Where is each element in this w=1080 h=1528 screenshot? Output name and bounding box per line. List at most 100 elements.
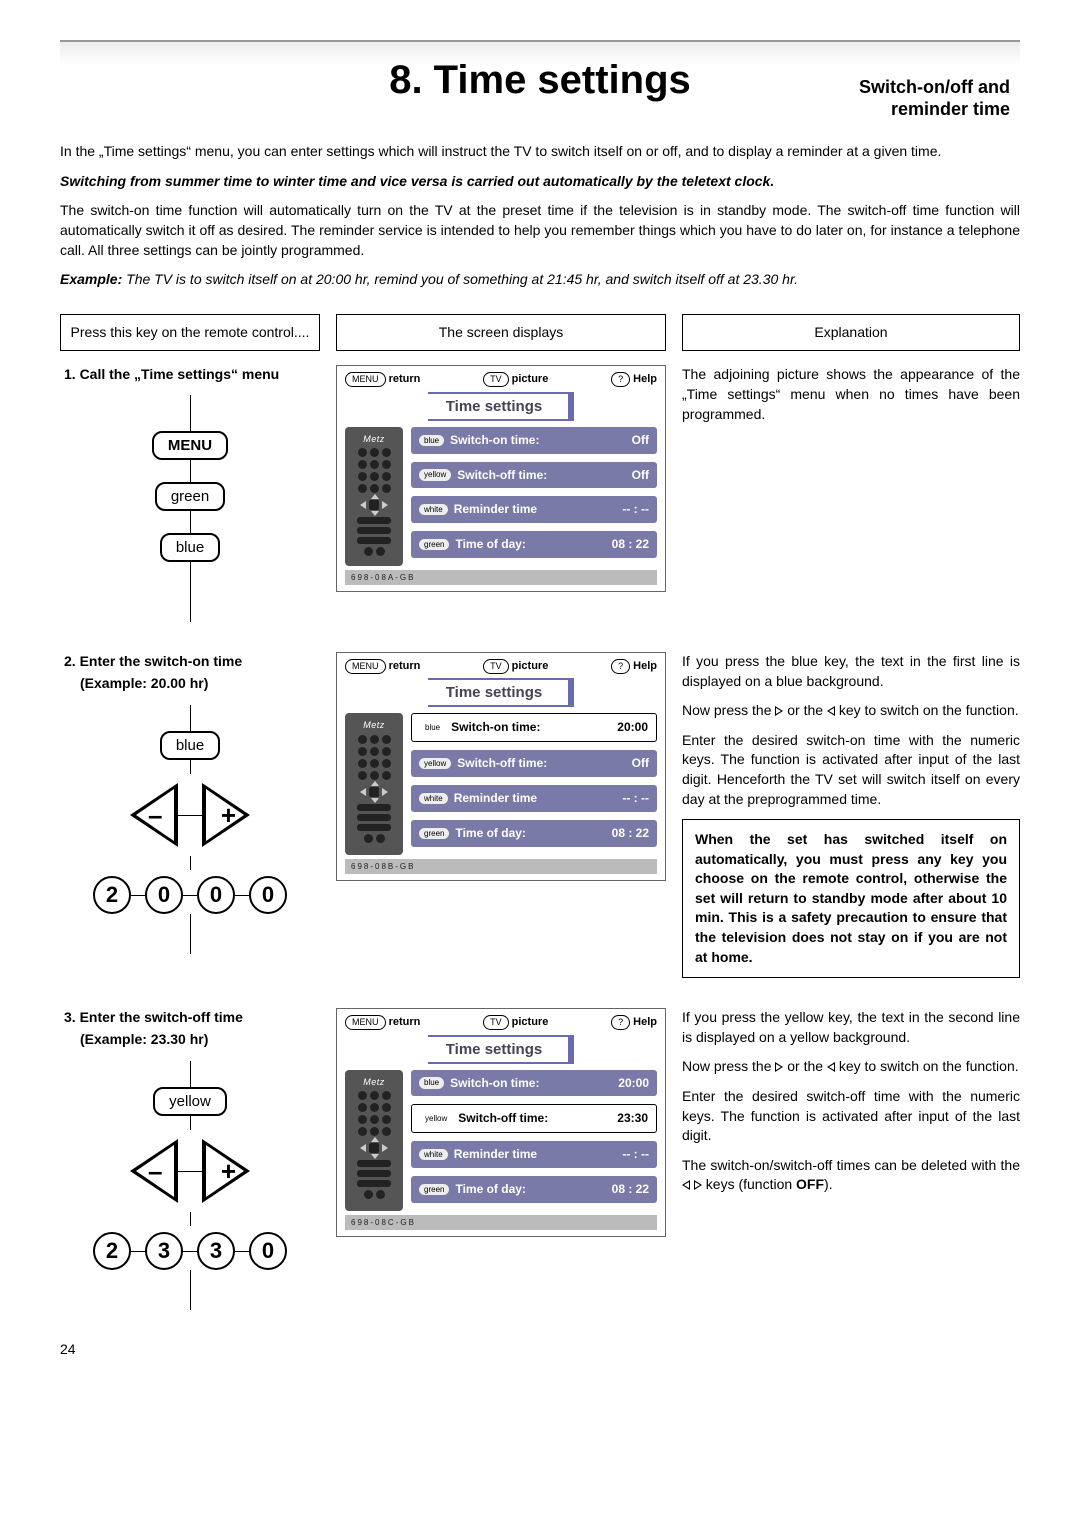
digit-key[interactable]: 0 <box>145 876 183 914</box>
digit-key[interactable]: 2 <box>93 876 131 914</box>
green-chip: green <box>419 539 449 550</box>
col-header-mid: The screen displays <box>336 314 666 352</box>
menu-key[interactable]: MENU <box>152 431 228 460</box>
switch-off-val-2: Off <box>603 755 649 772</box>
remote-mini-icon: Metz <box>345 1070 403 1211</box>
example-text: The TV is to switch itself on at 20:00 h… <box>122 271 798 287</box>
tv-chip: TV <box>483 1015 509 1030</box>
green-chip: green <box>419 1184 449 1195</box>
digit-key[interactable]: 3 <box>145 1232 183 1270</box>
menu-chip: MENU <box>345 372 386 387</box>
dpad-icon[interactable]: –+ <box>130 780 250 850</box>
arrow-right-icon <box>694 1180 702 1190</box>
green-key[interactable]: green <box>155 482 225 511</box>
tod-val-2: 08 : 22 <box>603 825 649 842</box>
step-3-sub: (Example: 23.30 hr) <box>60 1030 320 1050</box>
column-headers: Press this key on the remote control....… <box>60 314 1020 352</box>
row-switch-off-2: yellow Switch-off time: Off <box>411 750 657 777</box>
switch-on-val-2: 20:00 <box>602 719 648 736</box>
screen-footer-2: 698-08B-GB <box>345 859 657 874</box>
step-1-row: 1. Call the „Time settings“ menu MENU gr… <box>60 365 1020 622</box>
row-tod-1: green Time of day: 08 : 22 <box>411 531 657 558</box>
safety-note: When the set has switched itself on auto… <box>682 819 1020 978</box>
white-chip: white <box>419 1149 448 1160</box>
arrow-left-icon <box>827 1062 835 1072</box>
help-chip: ? <box>611 659 630 674</box>
arrow-left-icon <box>682 1180 690 1190</box>
white-chip: white <box>419 504 448 515</box>
settings-panel-3: blue Switch-on time: 20:00 yellow Switch… <box>411 1070 657 1211</box>
arrow-right-icon <box>775 706 783 716</box>
tod-val-3: 08 : 22 <box>603 1181 649 1198</box>
row-switch-on-1: blue Switch-on time: Off <box>411 427 657 454</box>
screen-2-top: MENU return TV picture ? Help <box>337 653 665 678</box>
help-label: Help <box>633 373 657 385</box>
yellow-chip: yellow <box>419 469 451 480</box>
step-2-title: 2. Enter the switch-on time <box>76 652 320 672</box>
panel-title-2: Time settings <box>428 678 574 707</box>
dpad-icon[interactable]: –+ <box>130 1136 250 1206</box>
remote-mini-icon: Metz <box>345 713 403 854</box>
s3-e4: The switch-on/switch-off times can be de… <box>682 1156 1020 1195</box>
screen-1: MENU return TV picture ? Help Time setti… <box>336 365 666 592</box>
col-header-right: Explanation <box>682 314 1020 352</box>
green-chip: green <box>419 828 449 839</box>
digit-key[interactable]: 0 <box>197 876 235 914</box>
intro-p2: Switching from summer time to winter tim… <box>60 172 1020 192</box>
s2-e1: If you press the blue key, the text in t… <box>682 652 1020 691</box>
row-switch-on-3: blue Switch-on time: 20:00 <box>411 1070 657 1097</box>
arrow-right-icon <box>775 1062 783 1072</box>
row-reminder-3: white Reminder time -- : -- <box>411 1141 657 1168</box>
step-2-remote: 2. Enter the switch-on time (Example: 20… <box>60 652 320 954</box>
reminder-val-1: -- : -- <box>603 501 649 518</box>
yellow-chip: yellow <box>420 1113 452 1124</box>
return-label: return <box>389 373 421 385</box>
row-switch-on-2: blue Switch-on time: 20:00 <box>411 713 657 742</box>
white-chip: white <box>419 793 448 804</box>
blue-key-2[interactable]: blue <box>160 731 220 760</box>
tv-chip: TV <box>483 372 509 387</box>
blue-key[interactable]: blue <box>160 533 220 562</box>
switch-off-val-1: Off <box>603 467 649 484</box>
step-1-screen: MENU return TV picture ? Help Time setti… <box>336 365 666 592</box>
screen-3-top: MENU return TV picture ? Help <box>337 1009 665 1034</box>
blue-chip: blue <box>419 1077 444 1088</box>
screen-footer-3: 698-08C-GB <box>345 1215 657 1230</box>
example-label: Example: <box>60 271 122 287</box>
blue-chip: blue <box>419 435 444 446</box>
step-1-remote: 1. Call the „Time settings“ menu MENU gr… <box>60 365 320 622</box>
tv-chip: TV <box>483 659 509 674</box>
picture-label: picture <box>512 373 549 385</box>
digit-key[interactable]: 2 <box>93 1232 131 1270</box>
step-1-expl-text: The adjoining picture shows the appearan… <box>682 365 1020 424</box>
panel-title-1: Time settings <box>428 392 574 421</box>
digit-key[interactable]: 0 <box>249 1232 287 1270</box>
digit-key[interactable]: 3 <box>197 1232 235 1270</box>
step-3-remote: 3. Enter the switch-off time (Example: 2… <box>60 1008 320 1310</box>
blue-chip: blue <box>420 722 445 733</box>
step-2-expl: If you press the blue key, the text in t… <box>682 652 1020 978</box>
switch-on-label: Switch-on time: <box>450 432 597 449</box>
chapter-title: 8. Time settings <box>290 52 790 108</box>
digit-key[interactable]: 0 <box>249 876 287 914</box>
screen-2: MENU return TV picture ? Help Time setti… <box>336 652 666 881</box>
step-3-title: 3. Enter the switch-off time <box>76 1008 320 1028</box>
menu-chip: MENU <box>345 659 386 674</box>
remote-mini-icon: Metz <box>345 427 403 566</box>
step-2-sub: (Example: 20.00 hr) <box>60 674 320 694</box>
intro-example: Example: The TV is to switch itself on a… <box>60 270 1020 290</box>
intro-p3: The switch-on time function will automat… <box>60 201 1020 260</box>
yellow-key[interactable]: yellow <box>153 1087 227 1116</box>
tod-val-1: 08 : 22 <box>603 536 649 553</box>
step-2-row: 2. Enter the switch-on time (Example: 20… <box>60 652 1020 978</box>
s2-e2: Now press the or the key to switch on th… <box>682 701 1020 721</box>
switch-off-val-3: 23:30 <box>602 1110 648 1127</box>
arrow-left-icon <box>827 706 835 716</box>
chapter-header: 8. Time settings Switch-on/off and remin… <box>60 40 1020 124</box>
menu-chip: MENU <box>345 1015 386 1030</box>
digits-2: 2 0 0 0 <box>93 876 287 914</box>
switch-on-val-3: 20:00 <box>603 1075 649 1092</box>
row-switch-off-3: yellow Switch-off time: 23:30 <box>411 1104 657 1133</box>
step-3-row: 3. Enter the switch-off time (Example: 2… <box>60 1008 1020 1310</box>
help-chip: ? <box>611 372 630 387</box>
